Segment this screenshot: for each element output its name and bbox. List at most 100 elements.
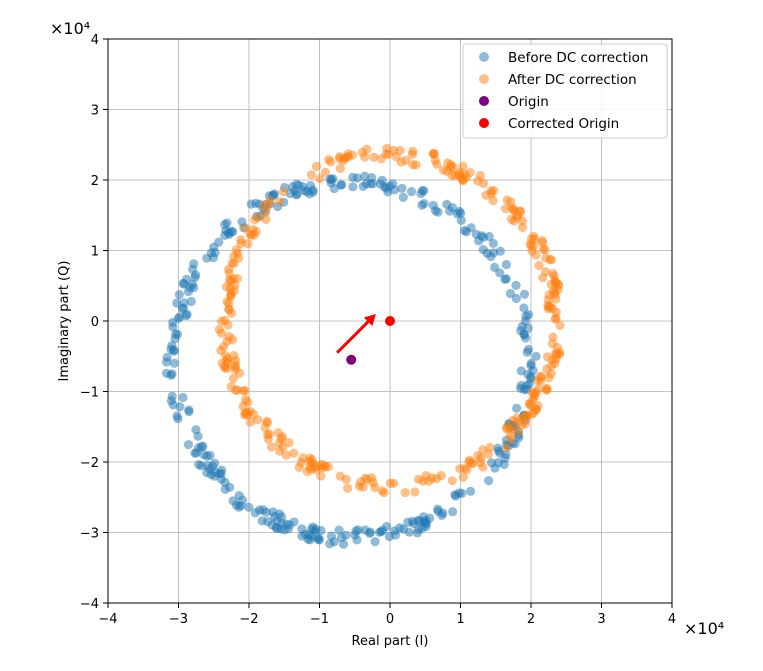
after-dc-point [447,476,457,486]
after-dc-point [389,145,399,155]
before-dc-point [183,286,194,297]
before-dc-point [279,525,290,535]
after-dc-point [413,474,424,484]
after-dc-point [324,155,334,165]
after-dc-point [362,144,372,154]
after-dc-point [432,159,442,169]
after-dc-point [243,397,253,407]
before-dc-point [193,443,204,453]
after-dc-point [481,190,491,200]
before-dc-point [488,238,498,249]
after-dc-point [343,149,353,159]
after-dc-point [549,271,559,281]
after-dc-point [536,376,546,386]
before-dc-point [263,516,273,527]
legend-marker [479,96,489,106]
legend-label: After DC correction [508,72,637,88]
correction-arrow-head [363,313,376,326]
before-dc-point [395,523,405,533]
y-axis-label: Imaginary part (Q) [57,261,72,382]
after-dc-point [376,154,386,164]
before-dc-point [208,253,218,263]
after-dc-point [410,487,420,497]
before-dc-point [488,248,499,258]
after-dc-point [533,400,543,411]
before-dc-point [370,537,380,547]
before-dc-point [389,185,400,195]
y-tick-label: 3 [91,104,99,119]
after-dc-point [274,197,285,207]
after-dc-point [240,386,250,396]
before-dc-point [421,522,431,532]
before-dc-point [416,188,426,199]
after-dc-point [240,223,250,233]
before-dc-point [334,525,344,535]
before-dc-point [360,525,370,535]
before-dc-point [361,179,371,189]
y-tick-label: −4 [80,597,99,612]
after-dc-point [555,320,565,330]
before-dc-point [244,502,254,512]
after-dc-point [502,422,512,432]
before-dc-point [501,449,511,460]
after-dc-point [245,229,255,239]
after-dc-point [343,483,353,493]
before-dc-point [353,525,363,535]
after-dc-point [400,488,410,498]
after-dc-point [442,166,452,176]
before-dc-point [338,539,349,549]
after-dc-point [455,464,465,474]
after-dc-point [228,373,239,383]
after-dc-point [354,481,365,491]
x-tick-label: 3 [597,612,605,627]
before-dc-point [162,352,172,362]
y-tick-label: 0 [91,315,99,330]
before-dc-point [246,199,256,209]
after-dc-point [296,457,306,468]
after-dc-point [488,196,498,206]
x-tick-label: 2 [527,612,535,627]
before-dc-point [183,440,194,450]
before-dc-point [516,383,526,394]
before-dc-point [326,531,337,541]
after-dc-point [315,174,325,184]
before-dc-point [352,173,362,183]
after-dc-point [227,258,237,268]
after-dc-point [520,419,531,429]
after-dc-point [538,273,548,283]
after-dc-point [485,442,495,452]
correction-arrow-shaft [336,320,370,354]
before-dc-point [519,289,530,299]
before-dc-point [526,360,536,371]
legend-label: Corrected Origin [508,116,619,132]
origin-point [346,354,357,365]
before-dc-point [297,531,307,541]
before-dc-point [173,414,183,424]
before-dc-point [531,351,541,362]
after-dc-point [216,328,227,338]
after-dc-point [316,471,326,481]
y-tick-label: −1 [80,386,99,401]
after-dc-point [260,207,271,217]
before-dc-point [325,174,335,184]
after-dc-point [436,470,446,481]
before-dc-point [170,329,181,339]
before-dc-point [500,274,510,284]
before-dc-point [519,303,529,313]
before-dc-point [360,171,370,181]
before-dc-point [516,366,526,376]
after-dc-point [335,163,345,174]
after-dc-point [537,235,547,246]
after-dc-point [320,462,330,472]
after-dc-point [225,283,235,294]
after-dc-point [509,216,519,226]
before-dc-point [461,227,472,237]
before-dc-point [476,231,487,241]
after-dc-point [401,155,411,165]
before-dc-point [501,259,511,270]
after-dc-point [473,176,483,186]
after-dc-point [335,471,345,481]
after-dc-point [544,373,554,383]
after-dc-point [540,245,550,255]
